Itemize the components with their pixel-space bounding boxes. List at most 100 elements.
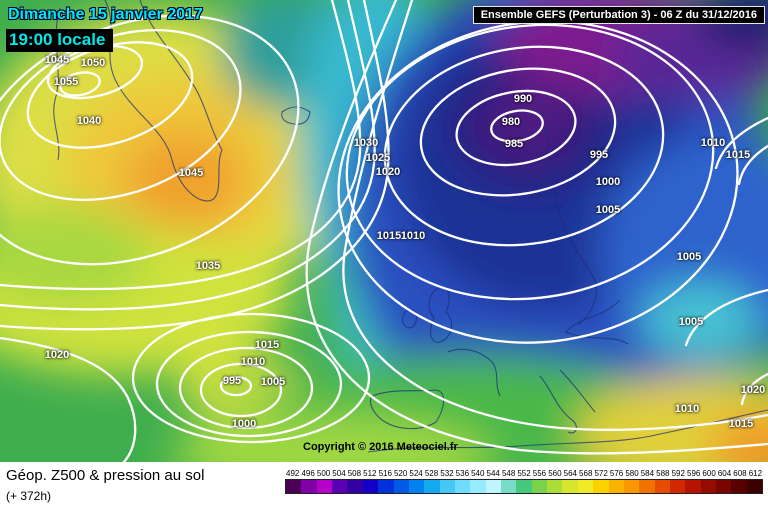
isobar-label: 1010 [700,137,726,149]
scale-value: 612 [748,469,763,478]
isobar-label: 1015 [376,230,402,242]
scale-value: 564 [563,469,577,478]
chart-title: Géop. Z500 & pression au sol [6,467,205,484]
map-area: 1045 1050 1055 1040 1045 1035 1030 1025 1020 990 9… [0,0,768,462]
forecast-date: Dimanche 15 janvier 2017 [8,6,203,23]
scale-value: 604 [717,469,732,478]
isobar-label: 985 [504,138,524,150]
scale-value: 520 [393,469,408,478]
synoptic-map [0,0,768,462]
scale-value: 592 [671,469,685,478]
scale-value: 580 [625,469,639,478]
scale-value: 528 [424,469,439,478]
scale-color-cell [731,480,747,493]
scale-color-cell [286,480,302,493]
scale-color-cell [485,480,502,493]
scale-value: 608 [733,469,747,478]
scale-value: 516 [378,469,392,478]
isobar-label: 1015 [728,418,754,430]
isobar-label: 1005 [676,251,702,263]
scale-color-cell [654,480,670,493]
isobar-label: 1025 [365,152,391,164]
scale-color-cell [716,480,732,493]
isobar-label: 1005 [678,316,704,328]
scale-colors-row [285,479,763,494]
scale-value: 508 [347,469,362,478]
isobar-label: 1020 [44,349,70,361]
scale-color-cell [562,480,578,493]
scale-color-cell [301,480,317,493]
isobar-label: 1035 [195,260,221,272]
scale-value: 556 [532,469,547,478]
isobar-label: 1045 [44,54,70,66]
scale-color-cell [347,480,363,493]
isobar-label: 995 [589,149,609,161]
scale-color-cell [685,480,701,493]
scale-value: 496 [301,469,315,478]
isobar-label: 1010 [240,356,266,368]
scale-value: 588 [656,469,670,478]
scale-value: 576 [609,469,624,478]
scale-color-cell [501,480,517,493]
isobar-label: 1005 [595,204,621,216]
scale-value: 596 [687,469,701,478]
scale-color-cell [608,480,624,493]
scale-value: 544 [486,469,500,478]
scale-color-cell [516,480,532,493]
scale-value: 500 [316,469,331,478]
scale-value: 504 [332,469,346,478]
scale-color-cell [362,480,379,493]
scale-color-cell [700,480,717,493]
scale-value: 584 [640,469,655,478]
scale-value: 536 [455,469,470,478]
isobar-label: 1010 [400,230,426,242]
scale-value: 572 [594,469,608,478]
scale-value: 568 [579,469,593,478]
isobar-label: 1040 [76,115,102,127]
isobar-label: 1020 [375,166,401,178]
isobar-label: 1015 [254,339,280,351]
scale-value: 600 [702,469,716,478]
scale-value: 512 [363,469,377,478]
coastline-layer [53,0,768,453]
color-scale-legend: 492 496 500 504 508 512 516 520 524 528 532 536 540 5… [285,469,763,494]
isobar-label: 1015 [725,149,751,161]
scale-value: 524 [409,469,423,478]
isobar-label: 980 [501,116,521,128]
isobar-label: 1050 [80,57,106,69]
isobar-label: 1000 [231,418,257,430]
scale-color-cell [547,480,563,493]
scale-color-cell [332,480,348,493]
scale-color-cell [470,480,486,493]
scale-color-cell [577,480,594,493]
isobar-label: 1005 [260,376,286,388]
scale-value: 548 [501,469,516,478]
scale-value: 492 [286,469,300,478]
scale-color-cell [454,480,471,493]
isobar-label: 1030 [353,137,379,149]
footer-bar: Géop. Z500 & pression au sol (+ 372h) 49… [0,462,768,512]
scale-color-cell [669,480,686,493]
isobar-label: 1045 [178,167,204,179]
scale-color-cell [424,480,440,493]
scale-color-cell [439,480,455,493]
copyright-text: Copyright © 2016 Meteociel.fr [303,441,458,453]
scale-value: 552 [517,469,531,478]
scale-color-cell [378,480,394,493]
scale-color-cell [623,480,640,493]
scale-color-cell [746,480,763,493]
isobar-label: 1055 [53,76,79,88]
model-run-info: Ensemble GEFS (Perturbation 3) - 06 Z du… [472,6,765,24]
scale-value: 540 [471,469,485,478]
isobar-label: 1020 [740,384,766,396]
scale-color-cell [639,480,655,493]
scale-value: 560 [548,469,562,478]
scale-color-cell [408,480,425,493]
forecast-local-time: 19:00 locale [6,29,114,52]
isobar-label: 990 [513,93,533,105]
isobar-label: 1000 [595,176,621,188]
isobar-label: 1010 [674,403,700,415]
scale-value: 532 [440,469,454,478]
scale-color-cell [531,480,548,493]
